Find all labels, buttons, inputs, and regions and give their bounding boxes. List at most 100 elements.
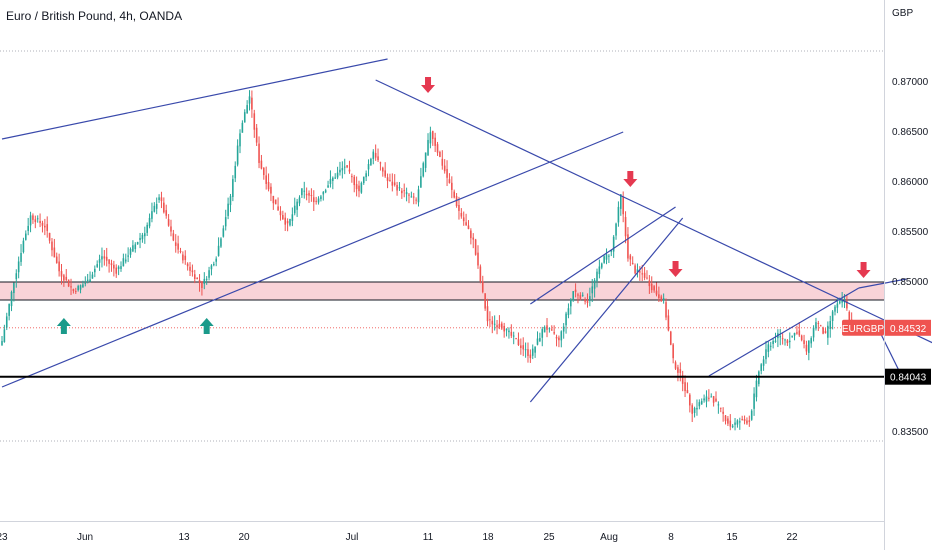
candle-down[interactable] bbox=[684, 382, 686, 392]
candle-down[interactable] bbox=[498, 323, 501, 328]
candle-up[interactable] bbox=[831, 311, 834, 321]
candle-down[interactable] bbox=[110, 263, 113, 266]
candle-down[interactable] bbox=[270, 186, 272, 194]
candle-up[interactable] bbox=[367, 164, 370, 170]
candle-up[interactable] bbox=[84, 282, 87, 284]
candle-down[interactable] bbox=[163, 202, 165, 213]
candle-up[interactable] bbox=[581, 294, 584, 296]
candle-up[interactable] bbox=[420, 176, 422, 188]
candle-up[interactable] bbox=[132, 245, 134, 252]
candle-down[interactable] bbox=[253, 113, 256, 130]
candle-down[interactable] bbox=[284, 217, 287, 225]
candle-up[interactable] bbox=[808, 340, 810, 353]
candle-down[interactable] bbox=[798, 330, 801, 336]
candle-up[interactable] bbox=[600, 263, 603, 268]
trendline[interactable] bbox=[858, 278, 907, 289]
candle-down[interactable] bbox=[800, 335, 803, 341]
candle-down[interactable] bbox=[708, 397, 710, 399]
candle-down[interactable] bbox=[103, 256, 106, 259]
candle-down[interactable] bbox=[255, 127, 258, 143]
candle-up[interactable] bbox=[841, 299, 843, 303]
candle-up[interactable] bbox=[760, 364, 763, 371]
candle-down[interactable] bbox=[669, 331, 672, 345]
candle-up[interactable] bbox=[232, 179, 234, 197]
candle-down[interactable] bbox=[191, 270, 194, 273]
candle-down[interactable] bbox=[470, 230, 472, 239]
candle-up[interactable] bbox=[812, 327, 815, 338]
candle-down[interactable] bbox=[646, 277, 648, 279]
candle-down[interactable] bbox=[586, 301, 589, 303]
candle-down[interactable] bbox=[634, 265, 636, 274]
candle-down[interactable] bbox=[819, 325, 822, 327]
candle-down[interactable] bbox=[312, 197, 315, 203]
candle-down[interactable] bbox=[182, 254, 184, 261]
candle-down[interactable] bbox=[584, 299, 586, 302]
candle-up[interactable] bbox=[362, 176, 365, 184]
candle-down[interactable] bbox=[46, 224, 49, 231]
candle-up[interactable] bbox=[27, 225, 29, 231]
candle-up[interactable] bbox=[736, 420, 739, 425]
candle-up[interactable] bbox=[246, 105, 248, 114]
candle-down[interactable] bbox=[48, 232, 51, 241]
candle-up[interactable] bbox=[298, 197, 301, 204]
candle-up[interactable] bbox=[570, 299, 572, 307]
candle-down[interactable] bbox=[315, 200, 317, 202]
candle-down[interactable] bbox=[346, 165, 348, 168]
candle-down[interactable] bbox=[53, 247, 56, 258]
trendline[interactable] bbox=[708, 287, 860, 377]
candle-down[interactable] bbox=[310, 194, 313, 196]
candle-up[interactable] bbox=[141, 234, 144, 240]
candle-up[interactable] bbox=[324, 190, 327, 193]
candle-up[interactable] bbox=[146, 224, 148, 233]
candle-down[interactable] bbox=[415, 199, 417, 201]
candle-up[interactable] bbox=[696, 407, 698, 410]
candle-up[interactable] bbox=[534, 346, 536, 353]
candle-down[interactable] bbox=[186, 263, 189, 267]
candle-down[interactable] bbox=[658, 294, 660, 299]
candle-down[interactable] bbox=[403, 190, 406, 192]
candle-up[interactable] bbox=[605, 254, 608, 260]
candle-down[interactable] bbox=[546, 325, 548, 330]
candle-down[interactable] bbox=[727, 418, 729, 424]
candle-down[interactable] bbox=[643, 272, 646, 278]
candle-down[interactable] bbox=[263, 167, 265, 176]
candle-down[interactable] bbox=[44, 225, 46, 228]
candle-up[interactable] bbox=[810, 338, 812, 344]
candle-down[interactable] bbox=[74, 291, 77, 293]
candle-up[interactable] bbox=[370, 158, 372, 165]
candle-up[interactable] bbox=[598, 266, 601, 275]
candle-up[interactable] bbox=[144, 233, 146, 237]
candle-up[interactable] bbox=[208, 270, 210, 278]
candle-down[interactable] bbox=[553, 332, 555, 334]
candle-down[interactable] bbox=[805, 344, 808, 352]
candle-up[interactable] bbox=[151, 211, 153, 219]
candle-up[interactable] bbox=[834, 306, 836, 312]
candle-down[interactable] bbox=[377, 156, 379, 161]
candle-up[interactable] bbox=[293, 205, 296, 214]
candle-up[interactable] bbox=[134, 244, 137, 250]
candle-down[interactable] bbox=[674, 362, 677, 369]
candle-up[interactable] bbox=[541, 329, 544, 338]
candle-up[interactable] bbox=[615, 223, 617, 236]
candle-down[interactable] bbox=[550, 329, 553, 331]
candle-down[interactable] bbox=[641, 273, 644, 275]
candle-down[interactable] bbox=[622, 196, 624, 215]
candle-up[interactable] bbox=[591, 286, 594, 294]
candle-down[interactable] bbox=[412, 196, 415, 198]
candle-down[interactable] bbox=[184, 255, 187, 260]
candle-down[interactable] bbox=[527, 349, 529, 356]
candle-down[interactable] bbox=[746, 420, 748, 424]
candle-down[interactable] bbox=[479, 266, 482, 282]
candle-down[interactable] bbox=[486, 306, 489, 322]
candle-up[interactable] bbox=[158, 197, 160, 200]
candle-down[interactable] bbox=[63, 275, 65, 281]
candle-down[interactable] bbox=[686, 390, 689, 394]
candle-up[interactable] bbox=[560, 331, 563, 341]
candle-up[interactable] bbox=[320, 196, 322, 200]
candle-up[interactable] bbox=[317, 198, 320, 203]
candle-down[interactable] bbox=[491, 320, 494, 325]
candle-down[interactable] bbox=[817, 322, 820, 324]
candle-up[interactable] bbox=[365, 173, 367, 178]
candle-down[interactable] bbox=[462, 217, 465, 222]
candle-up[interactable] bbox=[329, 178, 332, 184]
